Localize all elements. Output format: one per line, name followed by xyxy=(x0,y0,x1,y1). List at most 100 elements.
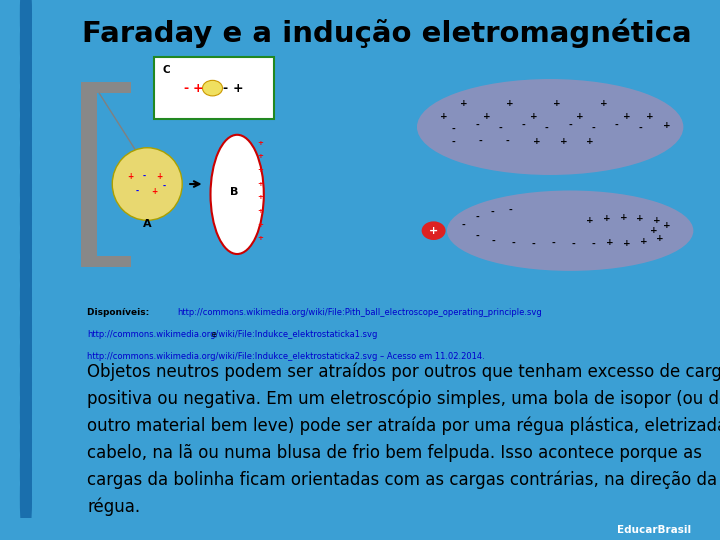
Text: -: - xyxy=(162,182,166,191)
Text: +: + xyxy=(506,99,514,108)
Text: +: + xyxy=(258,235,264,241)
Circle shape xyxy=(20,304,32,408)
Text: +: + xyxy=(530,112,537,121)
Text: +: + xyxy=(653,216,660,225)
Text: régua.: régua. xyxy=(87,498,140,516)
Text: +: + xyxy=(258,208,264,214)
Circle shape xyxy=(20,0,32,96)
Circle shape xyxy=(20,417,32,521)
Text: -: - xyxy=(462,221,465,230)
Text: +: + xyxy=(586,216,594,225)
Text: -: - xyxy=(184,82,189,94)
Text: positiva ou negativa. Em um eletroscópio simples, uma bola de isopor (ou de: positiva ou negativa. Em um eletroscópio… xyxy=(87,390,720,408)
Text: -: - xyxy=(490,208,494,217)
Text: +: + xyxy=(460,99,467,108)
Text: http://commons.wikimedia.org/wiki/File:Pith_ball_electroscope_operating_principl: http://commons.wikimedia.org/wiki/File:P… xyxy=(177,308,542,318)
Text: outro material bem leve) pode ser atraída por uma régua plástica, eletrizada no: outro material bem leve) pode ser atraíd… xyxy=(87,417,720,435)
Text: +: + xyxy=(647,112,654,121)
Bar xyxy=(81,85,97,267)
Text: +: + xyxy=(553,99,561,108)
Text: -: - xyxy=(615,121,618,130)
Text: -: - xyxy=(498,124,502,132)
Text: EducarBrasil: EducarBrasil xyxy=(617,525,691,535)
Text: +: + xyxy=(623,239,631,248)
Text: +: + xyxy=(606,238,614,247)
Text: -: - xyxy=(505,137,509,145)
Text: +: + xyxy=(192,82,203,94)
Text: e: e xyxy=(210,330,217,339)
Text: +: + xyxy=(576,112,584,121)
Text: +: + xyxy=(127,172,134,181)
Text: -: - xyxy=(475,121,479,130)
Circle shape xyxy=(20,77,32,181)
Text: -: - xyxy=(478,137,482,145)
Text: +: + xyxy=(440,112,447,121)
Text: -: - xyxy=(512,239,516,248)
Text: -: - xyxy=(638,124,642,132)
Circle shape xyxy=(20,389,32,493)
Text: +: + xyxy=(258,139,264,146)
Circle shape xyxy=(202,80,222,96)
Circle shape xyxy=(20,21,32,124)
Circle shape xyxy=(20,0,32,68)
Bar xyxy=(81,255,130,267)
Text: +: + xyxy=(156,172,162,181)
Text: +: + xyxy=(258,194,264,200)
Circle shape xyxy=(20,191,32,294)
Text: -: - xyxy=(222,82,227,94)
Text: -: - xyxy=(545,124,549,132)
Text: -: - xyxy=(508,205,512,214)
Text: -: - xyxy=(475,213,479,222)
Text: C: C xyxy=(163,65,170,75)
Text: +: + xyxy=(233,82,243,94)
Text: +: + xyxy=(623,112,631,121)
Circle shape xyxy=(20,105,32,209)
Ellipse shape xyxy=(447,191,693,271)
Text: +: + xyxy=(663,121,670,130)
Text: -: - xyxy=(451,125,456,134)
Text: +: + xyxy=(258,181,264,187)
Circle shape xyxy=(20,333,32,436)
Text: +: + xyxy=(429,226,438,235)
Text: -: - xyxy=(522,121,526,130)
Text: +: + xyxy=(258,153,264,159)
Text: -: - xyxy=(592,124,595,132)
Text: +: + xyxy=(656,234,664,243)
Text: -: - xyxy=(492,237,495,246)
Text: Objetos neutros podem ser atraídos por outros que tenham excesso de cargas: Objetos neutros podem ser atraídos por o… xyxy=(87,363,720,381)
Text: +: + xyxy=(649,226,657,235)
Text: http://commons.wikimedia.org/wiki/File:Indukce_elektrostaticka2.svg – Acesso em : http://commons.wikimedia.org/wiki/File:I… xyxy=(87,352,485,361)
Circle shape xyxy=(20,446,32,540)
Text: +: + xyxy=(603,214,611,223)
Text: -: - xyxy=(143,172,145,181)
Text: +: + xyxy=(150,187,157,197)
Text: cargas da bolinha ficam orientadas com as cargas contrárias, na direção da: cargas da bolinha ficam orientadas com a… xyxy=(87,471,717,489)
Text: +: + xyxy=(258,167,264,173)
Text: +: + xyxy=(586,137,594,145)
Text: +: + xyxy=(533,137,541,145)
Circle shape xyxy=(422,221,446,240)
Circle shape xyxy=(20,219,32,322)
Text: -: - xyxy=(475,231,479,240)
Text: -: - xyxy=(572,240,575,249)
Circle shape xyxy=(20,49,32,152)
Text: -: - xyxy=(531,240,536,249)
Text: -: - xyxy=(451,138,456,147)
Bar xyxy=(81,82,130,93)
Circle shape xyxy=(20,134,32,238)
Text: -: - xyxy=(135,187,139,197)
Text: -: - xyxy=(568,121,572,130)
Text: Disponíveis:: Disponíveis: xyxy=(87,308,153,318)
Circle shape xyxy=(20,275,32,379)
Ellipse shape xyxy=(112,148,182,220)
Ellipse shape xyxy=(417,79,683,175)
Text: +: + xyxy=(483,112,491,121)
Text: +: + xyxy=(620,213,627,222)
FancyBboxPatch shape xyxy=(154,57,274,119)
Text: http://commons.wikimedia.org/wiki/File:Indukce_elektrostaticka1.svg: http://commons.wikimedia.org/wiki/File:I… xyxy=(87,330,378,339)
Text: +: + xyxy=(258,222,264,228)
Text: -: - xyxy=(552,239,555,248)
Text: +: + xyxy=(636,214,644,223)
Text: +: + xyxy=(663,221,670,230)
Text: B: B xyxy=(230,187,238,197)
